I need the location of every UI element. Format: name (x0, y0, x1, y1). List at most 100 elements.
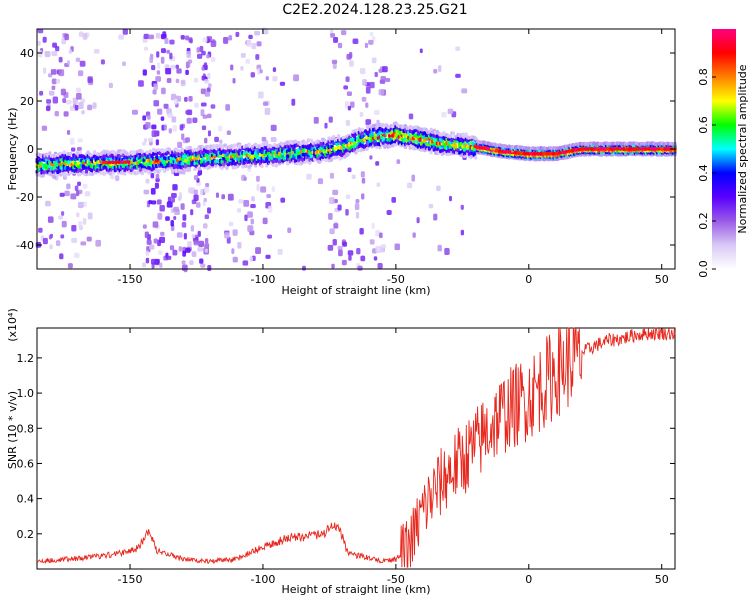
spectrogram-cell (56, 172, 60, 177)
spectrogram-cell (245, 58, 251, 64)
spectrogram-cell (155, 139, 159, 146)
spectrogram-xlabel: Height of straight line (km) (281, 284, 430, 297)
spectrogram-cell (641, 147, 645, 151)
spectrogram-cell (189, 260, 194, 266)
spectrogram-cell (262, 101, 269, 106)
spectrogram-cell (159, 205, 165, 212)
spectrogram-cell (256, 184, 260, 191)
spectrogram-cell (247, 211, 253, 218)
spectrogram-cell (78, 70, 84, 77)
spectrogram-cell (184, 96, 188, 102)
spectrogram-cell (593, 147, 597, 151)
spectrogram-cell (228, 35, 233, 41)
spectrogram-cell (52, 96, 59, 104)
spectrogram-cell (250, 218, 255, 225)
x-tick-label: 0 (525, 273, 532, 286)
spectrogram-cell (169, 245, 175, 251)
spectrogram-cell (519, 151, 524, 155)
spectrogram-cell (625, 147, 629, 151)
spectrogram-cell (380, 135, 384, 140)
spectrogram-cell (666, 147, 671, 151)
spectrogram-cell (89, 153, 93, 158)
spectrogram-cell (169, 64, 176, 70)
spectrogram-cell (126, 160, 131, 164)
spectrogram-cell (262, 217, 268, 225)
spectrogram-cell (82, 218, 87, 225)
spectrogram-cell (59, 253, 64, 260)
colorbar-tick-label: 0.4 (697, 164, 710, 182)
spectrogram-cell (219, 139, 223, 144)
spectrogram-cell (210, 40, 217, 48)
spectrogram-cell (71, 237, 78, 244)
spectrogram-cell (162, 31, 167, 38)
spectrogram-cell (331, 263, 335, 269)
spectrogram-cell (61, 153, 65, 158)
spectrogram-cell (660, 147, 664, 151)
spectrogram-cell (526, 151, 530, 156)
spectrogram-cell (206, 87, 211, 93)
spectrogram-cell (187, 166, 191, 171)
spectrogram-cell (332, 134, 336, 139)
spectrogram-cell (345, 76, 350, 83)
spectrogram-cell (207, 113, 212, 119)
spectrogram-cell (47, 73, 53, 78)
spectrogram-cell (302, 265, 306, 271)
spectrogram-cell (345, 194, 351, 200)
spectrogram-cell (207, 130, 212, 137)
spectrogram-cell (411, 174, 416, 182)
spectrogram-cell (191, 234, 196, 239)
spectrogram-cell (193, 77, 199, 83)
spectrogram-cell (187, 241, 192, 247)
spectrogram-cell (122, 61, 126, 66)
spectrogram-cell (80, 241, 87, 246)
y-tick-label: 40 (20, 47, 34, 60)
spectrogram-cell (265, 254, 271, 259)
spectrogram-cell (142, 115, 147, 121)
spectrogram-cell (193, 175, 199, 181)
spectrogram-cell (375, 161, 380, 166)
spectrogram-cell (64, 33, 69, 41)
spectrogram-cell (328, 197, 335, 204)
spectrogram-cell (577, 147, 581, 152)
spectrogram-cell (365, 119, 372, 126)
spectrogram-cell (548, 151, 553, 156)
spectrogram-cell (58, 215, 64, 220)
spectrogram-cell (71, 225, 77, 232)
spectrogram-cell (360, 255, 366, 262)
spectrogram-cell (149, 244, 155, 250)
spectrogram-cell (200, 102, 207, 107)
spectrogram-cell (378, 68, 383, 73)
spectrogram-cell (270, 124, 277, 132)
spectrogram-cell (171, 116, 177, 123)
spectrogram-cell (200, 109, 205, 117)
spectrogram-cell (227, 193, 234, 201)
spectrogram-cell (441, 111, 447, 118)
spectrogram-cell (60, 234, 65, 239)
spectrogram-cell (204, 214, 210, 220)
spectrogram-axes: -150 -100 -50 0 50 -40 -20 0 20 40 (16, 29, 675, 286)
y-tick-label: -20 (16, 191, 34, 204)
spectrogram-cell (155, 173, 160, 180)
spectrogram-cell (202, 201, 206, 207)
y-tick-label: -40 (16, 239, 34, 252)
spectrogram-cell (379, 232, 383, 239)
spectrogram-cell (75, 87, 82, 93)
spectrogram-cell (74, 185, 79, 192)
spectrogram-cell (41, 125, 48, 131)
snr-ylabel: SNR (10 * v/v) (6, 391, 19, 469)
spectrogram-cell (250, 72, 256, 78)
spectrogram-cell (192, 117, 198, 123)
spectrogram-cell (205, 182, 210, 188)
spectrogram-cell (111, 160, 115, 165)
spectrogram-cell (41, 173, 46, 178)
spectrogram-cell (215, 192, 220, 198)
spectrogram-cell (352, 141, 357, 146)
spectrogram-cell (178, 246, 183, 252)
spectrogram-cell (176, 232, 183, 238)
spectrogram-cell (210, 56, 216, 63)
spectrogram-cell (364, 42, 368, 49)
spectrogram-cell (50, 69, 57, 75)
spectrogram-cell (277, 248, 283, 255)
spectrogram-cell (175, 78, 180, 84)
spectrogram-cell (170, 93, 177, 101)
